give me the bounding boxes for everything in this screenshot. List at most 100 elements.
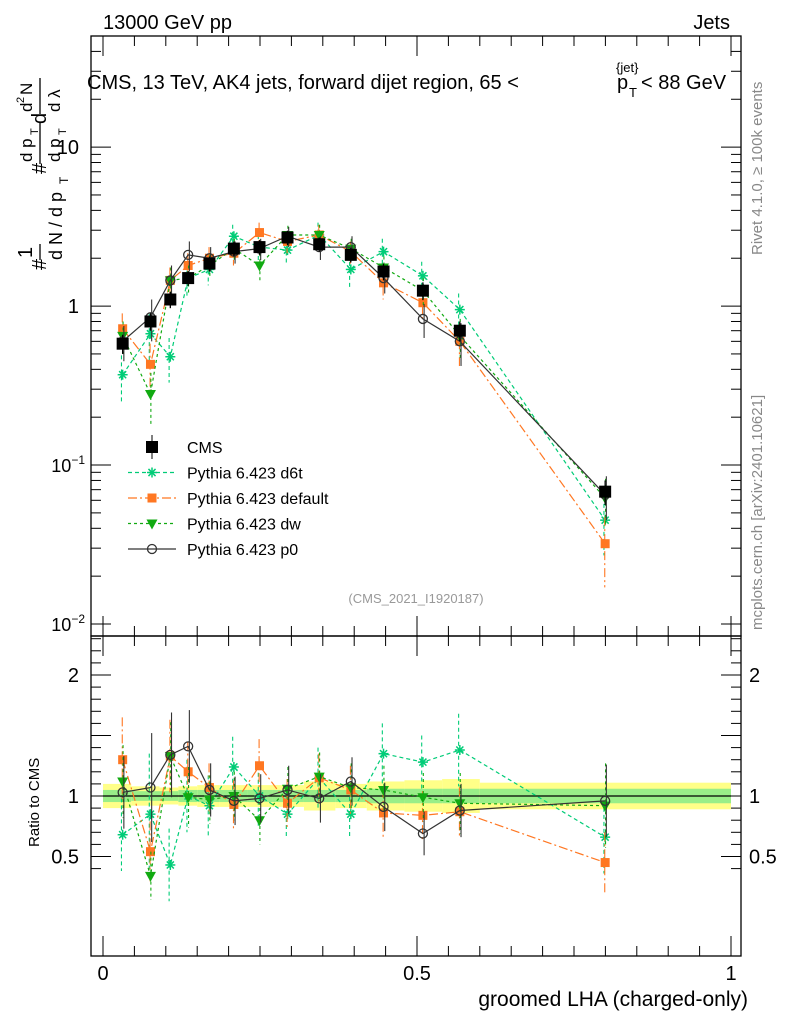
legend-marker xyxy=(147,467,157,478)
ratio-line xyxy=(122,745,606,835)
ratio-point xyxy=(282,784,293,796)
legend-label: Pythia 6.423 dw xyxy=(187,517,301,534)
data-point xyxy=(183,249,194,261)
series-layer xyxy=(116,222,612,902)
svg-text:#: # xyxy=(29,258,51,270)
ratio-point xyxy=(417,793,429,804)
ratio-point xyxy=(378,748,389,759)
ratio-point xyxy=(378,785,390,796)
plot-title: CMS, 13 TeV, AK4 jets, forward dijet reg… xyxy=(87,60,727,100)
plot-title-pt-sub: T xyxy=(629,85,637,100)
ratio-ytick-label: 1 xyxy=(68,786,79,808)
series-cms xyxy=(116,230,612,506)
cms-point xyxy=(164,293,177,306)
ratio-point xyxy=(599,795,611,806)
main-ylabel: # 1 d N / d p T # d p T d p T d d 2 N d … xyxy=(15,78,71,270)
ratio-line xyxy=(122,749,606,867)
cms-point xyxy=(227,242,240,255)
cms-point xyxy=(377,265,390,278)
ratio-point xyxy=(378,801,389,813)
ratio-point xyxy=(117,829,128,840)
svg-text:d N / d p: d N / d p xyxy=(46,192,66,260)
main-ytick-label: 10 xyxy=(57,137,79,159)
header-left: 13000 GeV pp xyxy=(103,12,232,34)
svg-text:T: T xyxy=(29,128,41,135)
cms-point xyxy=(253,241,266,254)
legend-label: Pythia 6.423 default xyxy=(187,491,329,508)
analysis-id: (CMS_2021_I1920187) xyxy=(348,591,483,606)
series-line xyxy=(122,231,606,545)
ratio-point xyxy=(228,792,240,802)
ratio-point xyxy=(253,816,265,827)
ratio-point xyxy=(600,858,610,868)
data-point xyxy=(254,228,264,238)
svg-text:2: 2 xyxy=(15,97,27,103)
svg-text:T: T xyxy=(57,128,69,135)
x-axis-label: groomed LHA (charged-only) xyxy=(478,988,748,1011)
side-label-top: Rivet 4.1.0, ≥ 100k events xyxy=(749,82,766,255)
main-ytick-label: 10−2 xyxy=(51,612,85,635)
ratio-point xyxy=(203,795,215,806)
cms-point xyxy=(203,257,216,270)
ratio-point xyxy=(165,749,176,761)
ratio-point xyxy=(117,777,129,788)
plot-title-prefix: CMS, 13 TeV, AK4 jets, forward dijet reg… xyxy=(87,72,519,94)
series-line xyxy=(122,235,606,496)
cms-point xyxy=(453,324,466,337)
ratio-point xyxy=(145,809,156,820)
ratio-point xyxy=(144,871,156,882)
main-ytick-label: 10−1 xyxy=(51,453,85,476)
data-point xyxy=(345,264,356,275)
svg-text:d: d xyxy=(17,103,36,112)
svg-text:T: T xyxy=(57,176,71,184)
cms-point xyxy=(116,337,129,350)
ratio-point xyxy=(313,772,325,783)
ratio-point xyxy=(345,783,357,794)
ratio-point xyxy=(228,795,240,806)
header-right: Jets xyxy=(693,12,730,34)
legend-label: Pythia 6.423 d6t xyxy=(187,466,303,483)
ratio-point xyxy=(165,859,176,870)
ratio-ytick-label: 2 xyxy=(68,665,79,687)
legend-marker xyxy=(147,493,157,503)
ratio-point xyxy=(164,752,176,763)
ratio-line xyxy=(122,753,606,877)
cms-point xyxy=(344,248,357,261)
data-point xyxy=(417,313,429,325)
ratio-ytick-label: 0.5 xyxy=(51,847,79,869)
ratio-point xyxy=(182,793,194,804)
legend-marker xyxy=(146,543,158,555)
legend-label: Pythia 6.423 p0 xyxy=(187,542,298,559)
legend-marker xyxy=(146,519,158,530)
data-point xyxy=(117,369,128,380)
legend: CMS Pythia 6.423 d6t Pythia 6.423 default P… xyxy=(128,435,329,559)
svg-text:#: # xyxy=(29,162,51,174)
ratio-point xyxy=(183,767,193,777)
main-ytick-label: 1 xyxy=(68,296,79,318)
svg-text:1: 1 xyxy=(15,247,37,258)
plot-title-pt-sup: {jet} xyxy=(616,60,639,75)
xtick-label: 0 xyxy=(97,963,108,985)
data-point xyxy=(454,304,465,315)
cms-point xyxy=(281,231,294,244)
xtick-label: 0.5 xyxy=(403,963,431,985)
cms-point xyxy=(313,238,326,251)
ratio-point xyxy=(345,776,356,787)
ratio-point xyxy=(417,828,429,839)
ratio-ytick-label-right: 0.5 xyxy=(749,847,777,869)
svg-text:d p: d p xyxy=(45,138,64,162)
data-point xyxy=(145,359,155,369)
ratio-point xyxy=(204,784,215,796)
axes: 10 1 10−1 10−2 2 2 1 1 0.5 0.5 0 0.5 1 xyxy=(51,35,777,985)
svg-text:d p: d p xyxy=(17,138,36,162)
side-label-bottom: mcplots.cern.ch [arXiv:2401.10621] xyxy=(749,395,766,630)
svg-text:d λ: d λ xyxy=(45,89,64,112)
data-point xyxy=(378,246,389,257)
plot-title-suffix: < 88 GeV xyxy=(641,72,727,94)
plot-title-pt: p xyxy=(617,72,628,94)
cms-point xyxy=(144,315,157,328)
ratio-point xyxy=(117,787,128,798)
data-point xyxy=(144,389,156,400)
ratio-point xyxy=(254,793,265,804)
